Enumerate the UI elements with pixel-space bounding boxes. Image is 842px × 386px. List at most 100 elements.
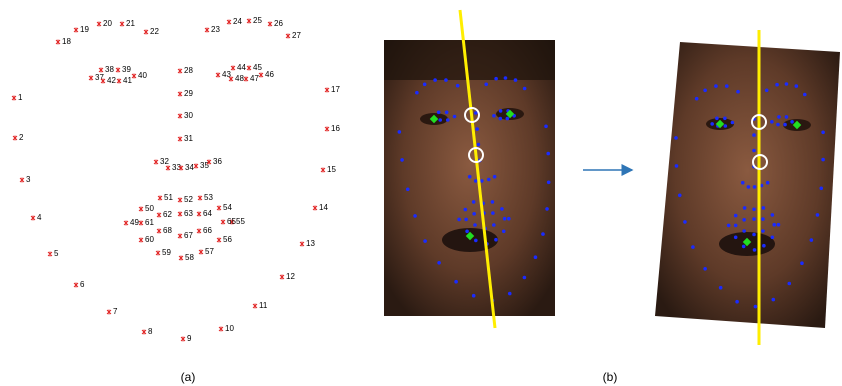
landmark-label: 58 [185,253,194,262]
landmark-dot [742,218,746,222]
landmark-dot [714,84,718,88]
landmark-marker [178,198,182,203]
landmark-dot [504,76,508,80]
landmark-dot [785,115,789,119]
landmark-marker [259,73,263,78]
landmark-dot [503,217,507,221]
landmark-dot [752,217,756,221]
landmark-label: 12 [286,272,295,281]
landmark-dot [438,118,442,122]
landmark-label: 60 [145,235,154,244]
landmark-marker [154,160,158,165]
landmark-marker [20,178,24,183]
landmark-label: 24 [233,17,242,26]
landmark-marker [313,206,317,211]
landmark-dot [494,238,498,242]
landmark-dot [819,187,823,191]
landmark-label: 64 [203,209,212,218]
landmark-label: 23 [211,25,220,34]
landmark-dot [499,109,503,113]
landmark-dot [472,200,476,204]
landmark-label: 54 [223,203,232,212]
landmark-label: 62 [163,210,172,219]
landmark-label: 20 [103,19,112,28]
landmark-dot [762,244,766,248]
landmark-label: 52 [184,195,193,204]
landmark-marker [268,22,272,27]
landmark-label: 2 [19,133,24,142]
landmark-dot [415,91,419,95]
landmark-marker [227,20,231,25]
landmark-label: 31 [184,134,193,143]
landmark-marker [216,73,220,78]
landmark-marker [132,74,136,79]
landmark-marker [217,238,221,243]
landmark-label: 27 [292,31,301,40]
landmark-dot [437,261,441,265]
landmark-dot [492,223,496,227]
landmark-marker [178,137,182,142]
landmark-marker [286,34,290,39]
landmark-dot [437,111,441,115]
landmark-dot [747,185,751,189]
landmark-marker [142,330,146,335]
landmark-dot [710,122,714,126]
landmark-dot [544,125,548,129]
landmark-dot [502,230,506,234]
landmark-marker [48,252,52,257]
landmark-label: 41 [123,76,132,85]
landmark-marker [205,28,209,33]
landmark-label: 65 [227,217,236,226]
landmark-dot [752,208,756,212]
landmark-marker [157,229,161,234]
landmark-marker [74,28,78,33]
landmark-dot [816,213,820,217]
landmark-dot [727,224,731,228]
landmark-marker [198,196,202,201]
landmark-dot [810,238,814,242]
landmark-marker [13,136,17,141]
landmark-label: 61 [145,218,154,227]
landmark-dot [493,175,497,179]
landmark-marker [221,220,225,225]
landmark-dot [754,305,758,309]
landmark-label: 9 [187,334,192,343]
landmark-label: 28 [184,66,193,75]
landmark-label: 47 [250,74,259,83]
landmark-dot [766,181,770,185]
landmark-marker [179,256,183,261]
landmark-dot [400,158,404,162]
landmark-marker [56,40,60,45]
landmark-label: 14 [319,203,328,212]
landmark-label: 21 [126,19,135,28]
landmark-label: 51 [164,193,173,202]
landmark-dot [734,224,738,228]
landmark-marker [197,229,201,234]
landmark-dot [446,118,450,122]
landmark-marker [247,66,251,71]
landmark-marker [178,92,182,97]
landmark-dot [742,229,746,233]
landmark-dot [775,83,779,87]
caption: (a) [181,370,196,384]
landmark-dot [777,115,781,119]
landmark-dot [752,149,756,153]
landmark-label: 18 [62,37,71,46]
landmark-dot [433,78,437,82]
landmark-dot [772,223,776,227]
landmark-dot [674,136,678,140]
landmark-dot [406,188,410,192]
landmark-marker [97,22,101,27]
landmark-marker [231,66,235,71]
landmark-label: 48 [235,74,244,83]
landmark-dot [724,124,728,128]
landmark-marker [12,96,16,101]
landmark-label: 53 [204,193,213,202]
landmark-dot [465,230,469,234]
landmark-dot [398,130,402,134]
landmark-dot [506,117,510,121]
landmark-dot [534,255,538,259]
landmark-dot [719,286,723,290]
landmark-dot [743,206,747,210]
landmark-dot [821,158,825,162]
